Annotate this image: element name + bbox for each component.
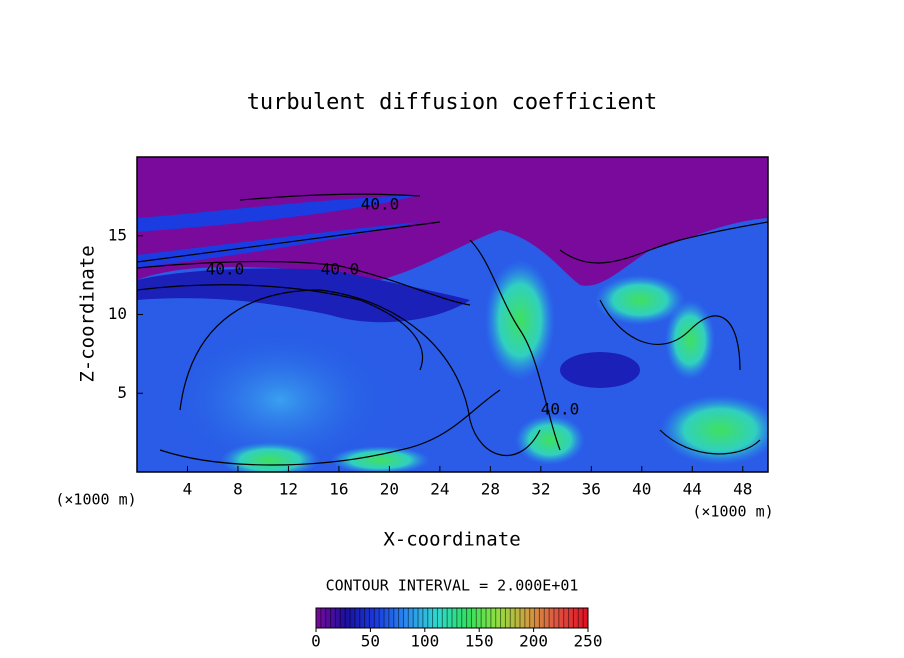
x-unit-label: (×1000 m) xyxy=(692,503,773,521)
x-tick-label: 16 xyxy=(329,480,348,499)
x-tick-label: 4 xyxy=(183,480,193,499)
contour-interval: CONTOUR INTERVAL = 2.000E+01 xyxy=(326,577,579,595)
colorbar-tick-label: 150 xyxy=(465,632,494,651)
x-tick-label: 8 xyxy=(233,480,243,499)
field-region xyxy=(560,352,640,388)
colorbar-tick-label: 250 xyxy=(574,632,603,651)
x-tick-label: 40 xyxy=(632,480,651,499)
contour-line xyxy=(137,284,424,371)
field-region xyxy=(160,320,400,472)
x-axis-label: X-coordinate xyxy=(383,529,520,551)
field-region xyxy=(595,275,685,325)
contour-line xyxy=(159,389,501,466)
contour-line xyxy=(137,221,441,263)
field-region xyxy=(515,415,585,465)
contour-line xyxy=(559,221,768,264)
contour-line xyxy=(469,239,561,451)
contour-line xyxy=(659,429,761,455)
contour-label: 40.0 xyxy=(361,195,400,214)
contour-label: 40.0 xyxy=(541,400,580,419)
field-region xyxy=(137,157,768,286)
contour-label: 40.0 xyxy=(206,260,245,279)
x-tick-label: 44 xyxy=(683,480,702,499)
x-unit-label: (×1000 m) xyxy=(55,491,136,509)
x-tick-label: 20 xyxy=(380,480,399,499)
y-tick-label: 15 xyxy=(108,225,127,244)
x-tick-label: 28 xyxy=(481,480,500,499)
y-tick-label: 5 xyxy=(117,383,127,402)
chart-title: turbulent diffusion coefficient xyxy=(247,90,658,115)
x-tick-label: 36 xyxy=(582,480,601,499)
x-tick-label: 48 xyxy=(733,480,752,499)
colorbar-tick-label: 50 xyxy=(361,632,380,651)
field-region xyxy=(137,195,420,232)
colorbar-tick-label: 200 xyxy=(519,632,548,651)
x-tick-label: 12 xyxy=(279,480,298,499)
contour-line xyxy=(599,299,741,371)
field-region xyxy=(665,300,715,380)
y-tick-label: 10 xyxy=(108,304,127,323)
contour-label: 40.0 xyxy=(321,260,360,279)
field-region xyxy=(485,260,555,380)
field-region xyxy=(330,446,430,472)
x-tick-label: 24 xyxy=(430,480,449,499)
contour-line xyxy=(137,260,471,306)
field-region xyxy=(137,268,470,323)
contour-line xyxy=(179,289,541,457)
y-axis-label: Z-coordinate xyxy=(77,245,99,382)
contour-line xyxy=(239,193,421,201)
colorbar-tick-label: 100 xyxy=(410,632,439,651)
contour-field xyxy=(137,157,768,472)
x-tick-label: 32 xyxy=(531,480,550,499)
colorbar-tick-label: 0 xyxy=(311,632,321,651)
